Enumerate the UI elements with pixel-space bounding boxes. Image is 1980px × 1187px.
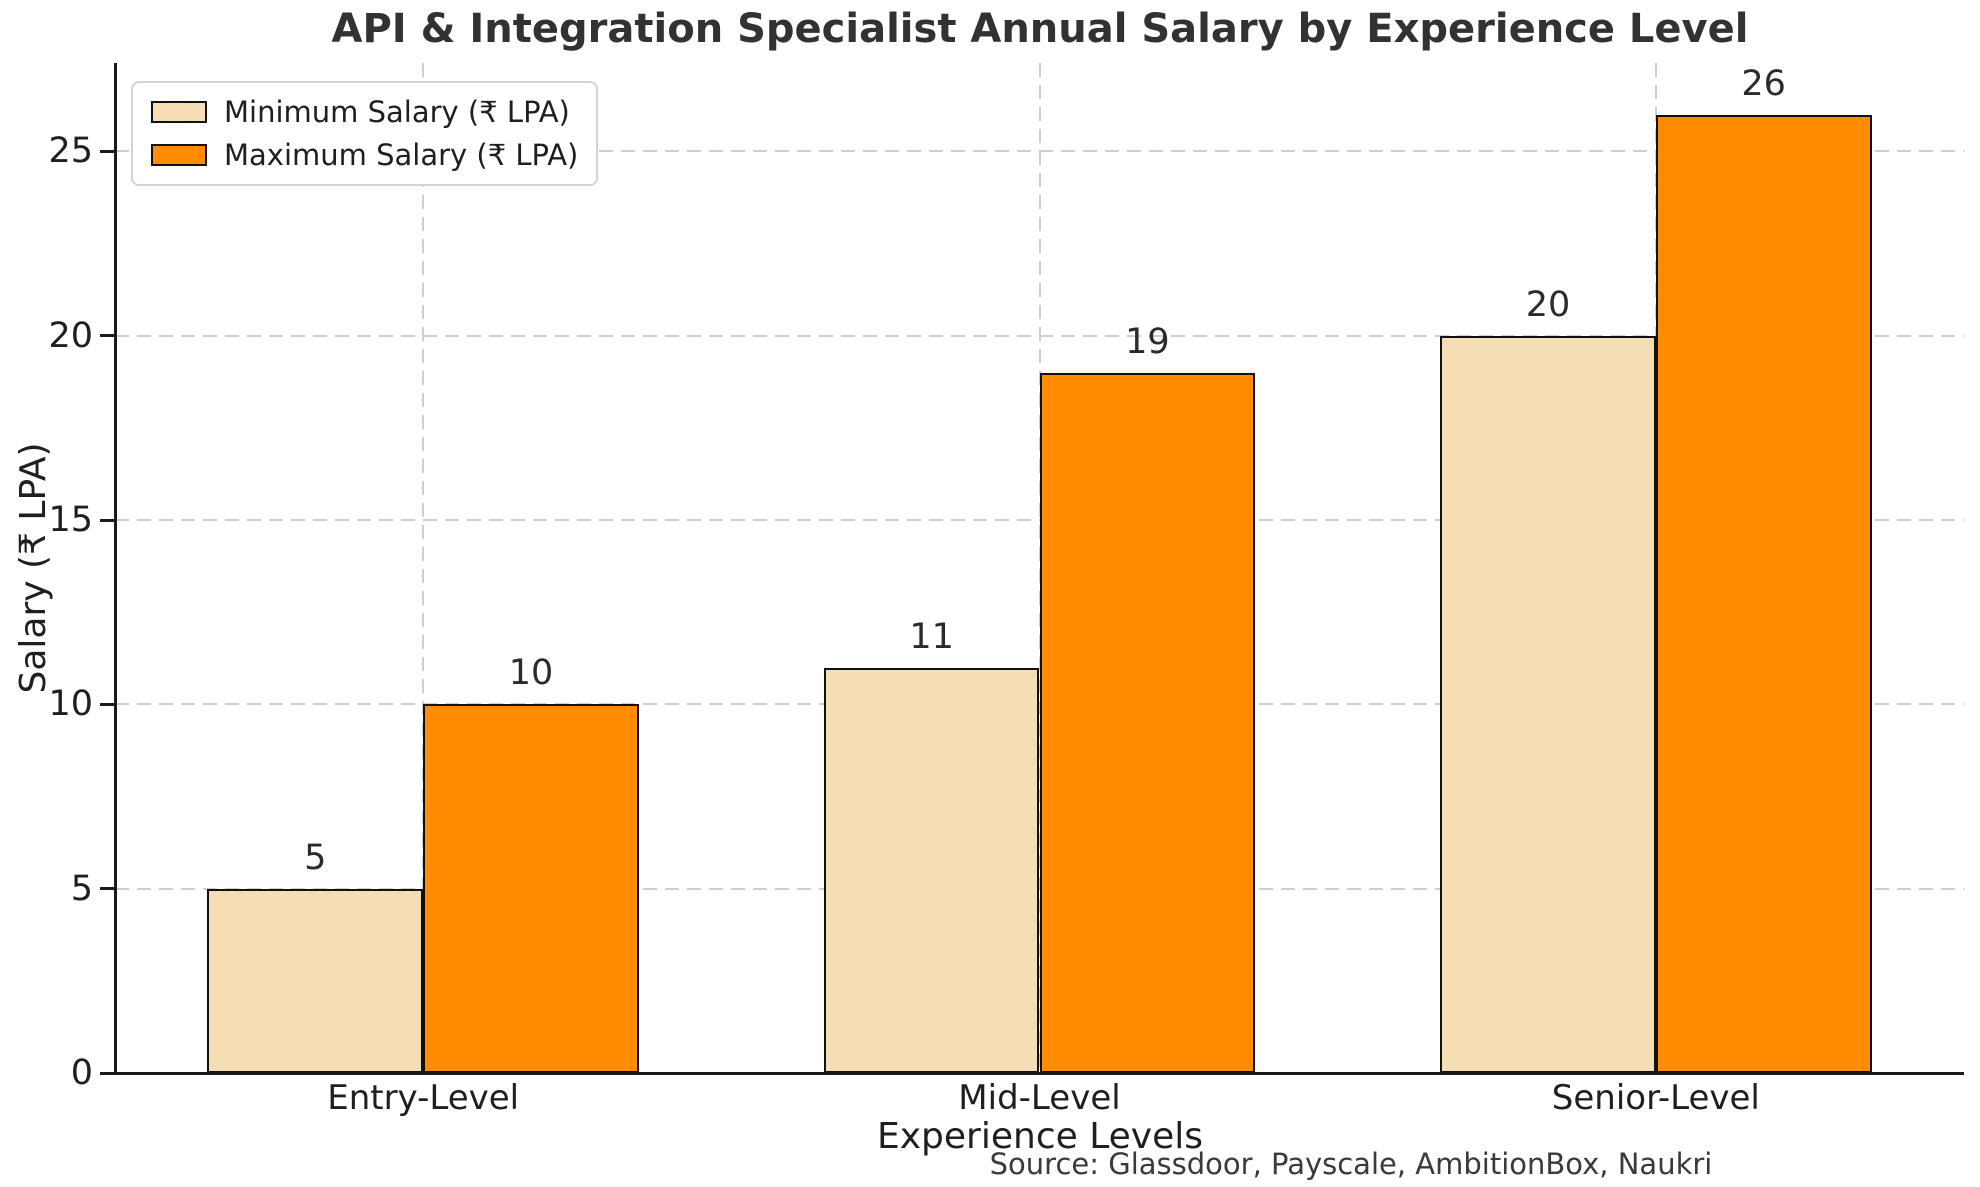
value-label-minimum-salary-lpa-senior-level: 20 bbox=[1525, 284, 1571, 325]
ytick-mark-25 bbox=[100, 149, 115, 153]
value-label-maximum-salary-lpa-mid-level: 19 bbox=[1125, 321, 1170, 362]
xtick-label-entry-level: Entry-Level bbox=[327, 1078, 520, 1118]
ytick-mark-0 bbox=[100, 1071, 115, 1075]
legend-item-minimum-salary: Minimum Salary (₹ LPA) bbox=[151, 95, 578, 129]
ytick-label-5: 5 bbox=[70, 868, 93, 909]
bar-maximum-salary-lpa-mid-level bbox=[1039, 372, 1256, 1073]
ytick-label-25: 25 bbox=[48, 131, 93, 172]
ytick-label-20: 20 bbox=[48, 315, 93, 356]
ytick-mark-20 bbox=[100, 334, 115, 338]
gridline-x-entry-level bbox=[422, 63, 425, 1073]
legend-swatch-minimum-salary bbox=[151, 101, 207, 123]
chart-title: API & Integration Specialist Annual Sala… bbox=[331, 6, 1749, 52]
value-label-maximum-salary-lpa-senior-level: 26 bbox=[1741, 63, 1786, 104]
x-axis-spine bbox=[114, 1072, 1964, 1075]
legend-item-maximum-salary: Maximum Salary (₹ LPA) bbox=[151, 138, 578, 172]
ytick-label-0: 0 bbox=[70, 1053, 93, 1093]
legend-label-minimum-salary: Minimum Salary (₹ LPA) bbox=[224, 95, 570, 129]
bar-minimum-salary-lpa-mid-level bbox=[823, 667, 1040, 1073]
y-axis-spine bbox=[114, 63, 117, 1075]
bar-minimum-salary-lpa-senior-level bbox=[1440, 335, 1656, 1073]
bar-maximum-salary-lpa-entry-level bbox=[423, 704, 639, 1073]
bar-maximum-salary-lpa-senior-level bbox=[1655, 114, 1872, 1073]
value-label-minimum-salary-lpa-entry-level: 5 bbox=[304, 837, 327, 878]
xtick-label-mid-level: Mid-Level bbox=[958, 1078, 1121, 1118]
ytick-mark-15 bbox=[100, 518, 115, 522]
x-axis-title: Experience Levels bbox=[877, 1116, 1203, 1157]
ytick-label-15: 15 bbox=[48, 500, 93, 541]
xtick-label-senior-level: Senior-Level bbox=[1551, 1078, 1760, 1118]
value-label-maximum-salary-lpa-entry-level: 10 bbox=[508, 653, 554, 694]
source-note: Source: Glassdoor, Payscale, AmbitionBox… bbox=[989, 1147, 1713, 1181]
legend: Minimum Salary (₹ LPA) Maximum Salary (₹… bbox=[131, 81, 599, 186]
legend-label-maximum-salary: Maximum Salary (₹ LPA) bbox=[224, 138, 579, 172]
plot-area: 5 10 11 19 20 26 0 5 10 15 20 25 Entry-Level Mid-Lev… bbox=[48, 63, 1964, 1115]
ytick-label-10: 10 bbox=[48, 684, 93, 725]
y-axis-title: Salary (₹ LPA) bbox=[13, 442, 54, 694]
bar-minimum-salary-lpa-entry-level bbox=[207, 888, 424, 1073]
ytick-mark-5 bbox=[100, 887, 115, 891]
ytick-mark-10 bbox=[100, 702, 115, 706]
legend-swatch-maximum-salary bbox=[151, 144, 207, 166]
value-label-minimum-salary-lpa-mid-level: 11 bbox=[909, 616, 954, 657]
